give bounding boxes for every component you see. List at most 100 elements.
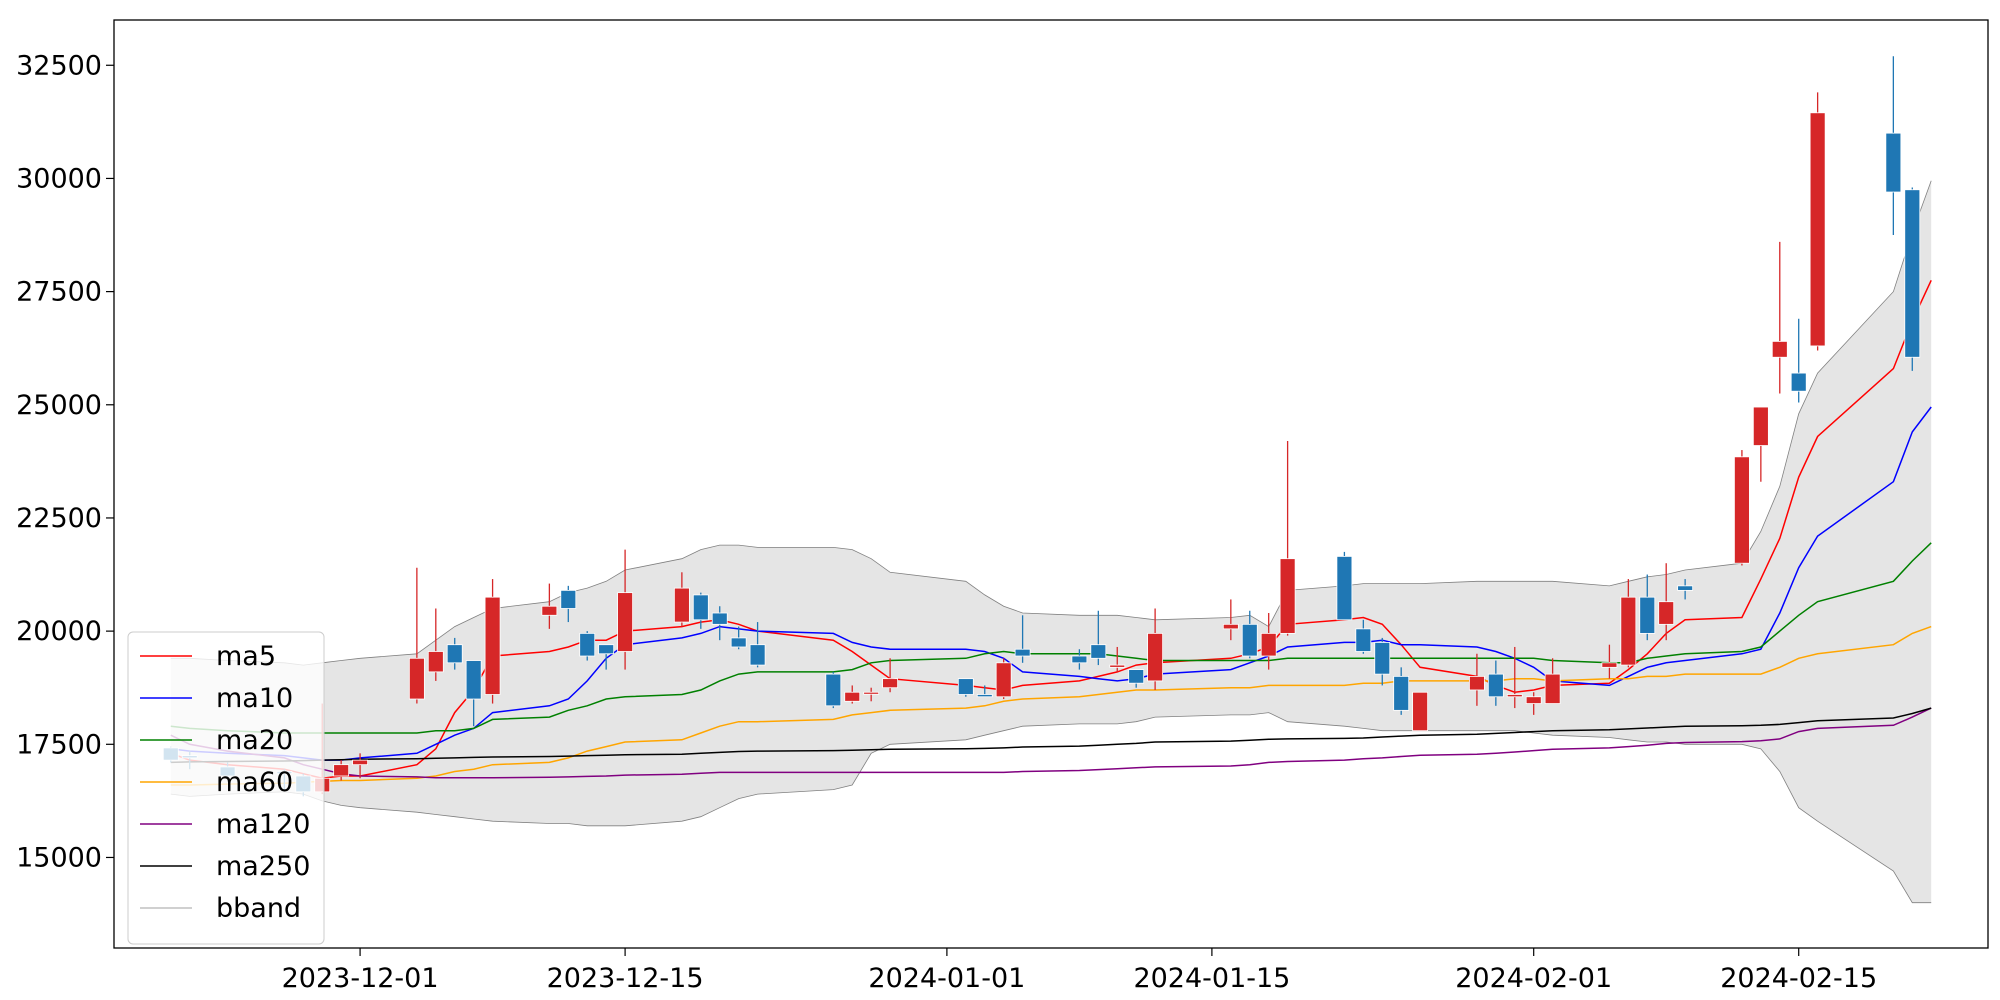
candle-body <box>579 632 596 657</box>
candle-body <box>730 637 747 648</box>
candle-body <box>1090 644 1107 659</box>
candle-body <box>1241 623 1258 657</box>
bband-layer <box>170 180 1932 904</box>
candle-2024-01-18 <box>1260 613 1277 670</box>
candle-2024-01-24 <box>1374 637 1391 686</box>
legend-label-ma5: ma5 <box>216 641 276 672</box>
candle-2024-01-09 <box>1090 610 1107 666</box>
bband-fill <box>170 180 1932 903</box>
candle-body <box>844 691 861 702</box>
candle-body <box>1128 669 1145 684</box>
candle-body <box>1809 112 1826 347</box>
candle-body <box>560 589 577 609</box>
candle-2024-02-13 <box>1752 406 1769 482</box>
x-tick-label: 2024-02-15 <box>1720 963 1877 994</box>
candle-2023-12-22 <box>749 622 766 668</box>
ma120-line <box>170 707 1932 779</box>
y-tick-label: 17500 <box>16 729 102 760</box>
candle-2024-01-31 <box>1506 646 1523 709</box>
candle-2024-02-09 <box>1677 579 1694 600</box>
x-tick-label: 2023-12-01 <box>282 963 439 994</box>
candle-body <box>333 764 350 777</box>
y-tick-label: 20000 <box>16 616 102 647</box>
candle-body <box>1620 596 1637 666</box>
candle-body <box>1734 456 1750 564</box>
candle-body <box>1658 601 1675 625</box>
candle-body <box>1374 642 1391 675</box>
candle-2024-02-16 <box>1809 92 1826 351</box>
y-tick-label: 27500 <box>16 277 102 308</box>
candle-2024-01-17 <box>1241 610 1258 659</box>
candle-2024-02-07 <box>1639 574 1656 641</box>
candle-2023-12-15 <box>617 549 633 670</box>
candle-2024-01-08 <box>1071 649 1088 670</box>
candle-body <box>1752 406 1769 446</box>
candle-2023-12-13 <box>579 631 596 661</box>
legend-label-bband: bband <box>216 893 301 924</box>
candle-body <box>446 644 463 664</box>
candle-2024-02-20 <box>1885 56 1902 236</box>
candle-body <box>1506 694 1523 698</box>
candle-body <box>1790 372 1807 392</box>
candle-2023-12-12 <box>560 585 577 623</box>
candle-body <box>1222 623 1239 630</box>
candle-2024-01-30 <box>1487 660 1504 706</box>
candle-body <box>1639 596 1656 634</box>
legend: ma5 ma10 ma20 ma60 ma120 ma250 bband <box>127 631 325 945</box>
candle-body <box>1071 655 1088 664</box>
candle-body <box>1601 662 1618 668</box>
y-tick-label: 25000 <box>16 390 102 421</box>
candle-2023-12-08 <box>484 579 501 704</box>
candle-2023-12-21 <box>730 626 747 650</box>
candle-2024-01-10 <box>1109 646 1126 672</box>
legend-label-ma250: ma250 <box>216 851 310 882</box>
candle-2023-12-29 <box>882 658 899 693</box>
candle-2024-01-02 <box>957 678 974 697</box>
candle-body <box>1904 189 1921 358</box>
candle-2023-12-27 <box>844 685 861 704</box>
candle-2024-02-02 <box>1544 658 1561 704</box>
candle-body <box>976 694 993 698</box>
candle-2024-02-06 <box>1620 579 1637 668</box>
candle-body <box>352 759 368 766</box>
candle-body <box>863 691 880 695</box>
candle-2024-01-25 <box>1393 667 1410 715</box>
candle-body <box>1260 632 1277 657</box>
candle-2023-12-28 <box>863 687 880 702</box>
candle-2024-02-08 <box>1658 563 1675 641</box>
candle-body <box>1279 558 1296 634</box>
candle-body <box>957 678 974 695</box>
candle-2024-01-03 <box>976 685 993 698</box>
y-tick-label: 32500 <box>16 50 102 81</box>
candle-2024-01-19 <box>1279 440 1296 636</box>
candle-2024-02-05 <box>1601 644 1618 679</box>
candle-body <box>541 605 558 616</box>
candle-body <box>465 660 482 700</box>
x-tick-label: 2024-01-01 <box>868 963 1025 994</box>
candle-body <box>692 594 709 621</box>
candle-body <box>1147 632 1164 682</box>
candle-body <box>1469 675 1485 691</box>
candle-body <box>1014 648 1031 657</box>
candle-body <box>617 592 633 652</box>
candle-body <box>711 612 728 625</box>
y-tick-label: 15000 <box>16 842 102 873</box>
y-tick-label: 22500 <box>16 503 102 534</box>
candle-2023-12-20 <box>711 606 728 641</box>
legend-label-ma120: ma120 <box>216 809 310 840</box>
legend-label-ma20: ma20 <box>216 725 293 756</box>
ma10-line <box>170 406 1932 761</box>
candle-body <box>1109 664 1126 668</box>
candle-body <box>484 596 501 695</box>
candle-2023-12-18 <box>673 572 690 627</box>
candle-body <box>1355 628 1372 652</box>
candle-2024-01-12 <box>1147 608 1164 690</box>
candle-body <box>1771 341 1788 358</box>
moving-average-layer <box>170 279 1932 786</box>
candle-2024-01-04 <box>995 658 1012 700</box>
candle-2024-01-22 <box>1336 551 1353 621</box>
candle-2024-01-26 <box>1412 691 1429 732</box>
candle-2023-12-01 <box>352 753 368 779</box>
candles-layer <box>162 56 1921 797</box>
bband-lower-line <box>170 712 1932 904</box>
